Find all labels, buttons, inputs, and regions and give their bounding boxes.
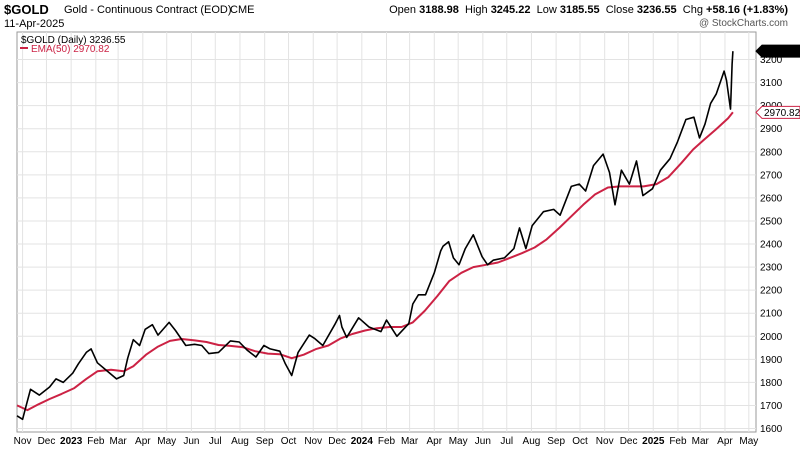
last-price-tag: 3236.55 <box>755 44 800 58</box>
x-tick-label: May <box>739 436 758 447</box>
y-tick-label: 2800 <box>760 147 783 158</box>
chart-date: 11-Apr-2025 <box>4 18 65 30</box>
y-tick-label: 2100 <box>760 309 783 320</box>
price-tag-box <box>755 44 800 58</box>
price-tags: 3236.55 2970.82 <box>755 44 800 119</box>
exchange-label: CME <box>230 4 255 16</box>
x-tick-label: May <box>449 436 468 447</box>
x-tick-label: 2025 <box>642 436 665 447</box>
x-tick-label: Mar <box>692 436 710 447</box>
x-tick-label: Feb <box>378 436 396 447</box>
x-tick-label: 2023 <box>60 436 83 447</box>
y-tick-label: 1800 <box>760 378 783 389</box>
symbol-description: Gold - Continuous Contract (EOD) <box>64 4 232 16</box>
y-tick-label: 2500 <box>760 216 783 227</box>
x-tick-label: Jul <box>500 436 513 447</box>
x-tick-label: Feb <box>669 436 687 447</box>
x-tick-label: Sep <box>256 436 274 447</box>
x-tick-label: Apr <box>717 436 733 447</box>
y-tick-label: 2300 <box>760 263 783 274</box>
y-tick-label: 2900 <box>760 124 783 135</box>
price-tag-box <box>755 105 800 119</box>
x-tick-label: Dec <box>38 436 56 447</box>
x-tick-label: Oct <box>572 436 588 447</box>
x-tick-label: Nov <box>304 436 322 447</box>
x-tick-label: Apr <box>135 436 151 447</box>
legend-ema: EMA(50) 2970.82 <box>31 44 110 55</box>
price-series-line <box>16 51 734 421</box>
y-tick-label: 2600 <box>760 193 783 204</box>
y-tick-label: 3200 <box>760 55 783 66</box>
y-tick-label: 2700 <box>760 170 783 181</box>
y-tick-label: 3100 <box>760 78 783 89</box>
change-value: +58.16 (+1.83%) <box>706 4 788 16</box>
series-lines <box>16 51 734 421</box>
y-tick-label: 1700 <box>760 401 783 412</box>
price-tag-label: 3236.55 <box>764 47 800 58</box>
y-tick-label: 1600 <box>760 424 783 435</box>
x-tick-label: Feb <box>87 436 105 447</box>
high-label: High <box>465 4 488 16</box>
x-tick-label: 2024 <box>351 436 374 447</box>
symbol-title: $GOLD <box>4 2 49 17</box>
change-label: Chg <box>682 4 703 16</box>
x-tick-label: Nov <box>596 436 614 447</box>
high-value: 3245.22 <box>490 4 531 16</box>
x-tick-label: Dec <box>328 436 346 447</box>
x-tick-label: Oct <box>281 436 297 447</box>
close-label: Close <box>605 4 634 16</box>
x-tick-label: Jun <box>475 436 491 447</box>
low-value: 3185.55 <box>559 4 600 16</box>
low-label: Low <box>536 4 557 16</box>
ohlc-summary: Open 3188.98 High 3245.22 Low 3185.55 Cl… <box>389 4 788 16</box>
legend-price: $GOLD (Daily) 3236.55 <box>21 35 126 46</box>
x-tick-label: Jun <box>183 436 199 447</box>
x-tick-label: Mar <box>401 436 419 447</box>
grid-lines <box>17 32 756 432</box>
y-tick-label: 2200 <box>760 286 783 297</box>
x-tick-label: May <box>157 436 176 447</box>
x-tick-label: Mar <box>110 436 128 447</box>
open-value: 3188.98 <box>419 4 459 16</box>
ema-price-tag: 2970.82 <box>755 105 800 119</box>
watermark: @ StockCharts.com <box>698 18 788 29</box>
x-axis-ticks: Nov Dec 2023 Feb Mar Apr May Jun Jul Aug Sep Oct Nov… <box>14 436 759 447</box>
y-tick-label: 1900 <box>760 355 783 366</box>
x-tick-label: Dec <box>620 436 638 447</box>
close-value: 3236.55 <box>636 4 677 16</box>
x-tick-label: Jul <box>209 436 222 447</box>
y-tick-label: 2400 <box>760 240 783 251</box>
x-tick-label: Aug <box>523 436 541 447</box>
open-label: Open <box>389 4 417 16</box>
y-tick-label: 2000 <box>760 332 783 343</box>
x-tick-label: Sep <box>547 436 565 447</box>
ema-series-line <box>16 111 734 412</box>
x-tick-label: Nov <box>14 436 32 447</box>
chart-header: $GOLD Gold - Continuous Contract (EOD) C… <box>0 0 800 32</box>
price-tag-label: 2970.82 <box>764 108 800 119</box>
x-tick-label: Aug <box>231 436 249 447</box>
legend: $GOLD (Daily) 3236.55 EMA(50) 2970.82 <box>20 35 126 55</box>
x-tick-label: Apr <box>426 436 442 447</box>
